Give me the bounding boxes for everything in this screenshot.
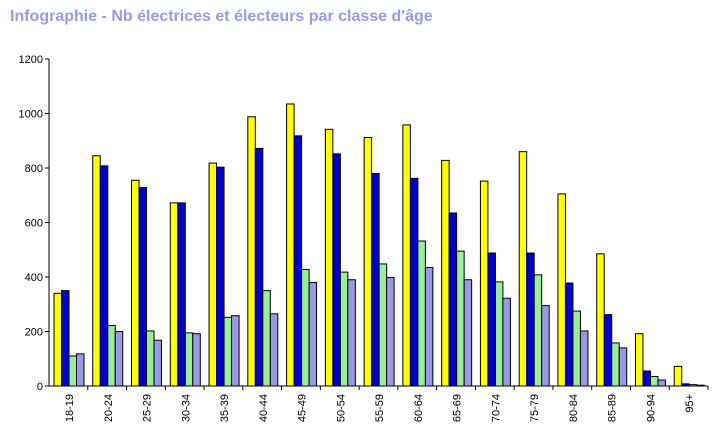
bar-65-69-series-4 (463, 279, 473, 387)
bar-55-59-series-4 (386, 277, 395, 387)
x-tick-label-40-44: 40-44 (258, 394, 270, 422)
bar-20-24-series-1 (92, 155, 101, 387)
bar-80-84-series-4 (579, 330, 589, 387)
bar-90-94-series-1 (634, 333, 644, 387)
bar-20-24-series-4 (114, 331, 124, 387)
bar-90-94-series-2 (642, 370, 651, 387)
bar-50-54-series-1 (324, 128, 334, 387)
y-tick-label-400: 400 (25, 272, 43, 284)
x-tick-label-65-69: 65-69 (452, 394, 464, 422)
y-tick-label-800: 800 (25, 163, 43, 175)
x-tick-label-95+: 95+ (684, 394, 696, 413)
x-tick-label-90-94: 90-94 (645, 394, 657, 422)
bar-18-19-series-4 (76, 353, 85, 387)
bar-70-74-series-4 (502, 297, 511, 387)
y-tick-label-1000: 1000 (19, 109, 43, 121)
chart-title: Infographie - Nb électrices et électeurs… (10, 8, 433, 25)
bar-80-84-series-1 (557, 193, 566, 387)
bar-65-69-series-3 (456, 250, 465, 387)
x-tick-label-20-24: 20-24 (103, 394, 115, 422)
bar-45-49-series-3 (301, 268, 310, 387)
x-tick-label-30-34: 30-34 (180, 394, 192, 422)
bar-30-34-series-2 (177, 202, 186, 387)
bar-18-19-series-1 (53, 292, 62, 387)
bar-80-84-series-3 (572, 310, 581, 387)
bar-50-54-series-4 (347, 279, 356, 387)
bar-90-94-series-4 (657, 379, 666, 387)
bar-40-44-series-2 (254, 147, 264, 387)
bar-50-54-series-3 (339, 271, 349, 387)
bar-75-79-series-1 (518, 151, 528, 387)
x-tick-label-50-54: 50-54 (335, 394, 347, 422)
axes-group: 0 200 400 600 800 1000 1200 18-19 20-24 25-29 30-3… (19, 54, 709, 422)
bar-25-29-series-4 (153, 339, 163, 387)
x-tick-label-45-49: 45-49 (297, 394, 309, 422)
bar-65-69-series-2 (448, 212, 458, 387)
bar-85-89-series-2 (603, 314, 613, 387)
bar-75-79-series-2 (526, 252, 535, 387)
x-tick-label-55-59: 55-59 (374, 394, 386, 422)
bar-65-69-series-1 (441, 159, 450, 387)
bar-55-59-series-2 (371, 172, 380, 387)
x-tick-label-85-89: 85-89 (607, 394, 619, 422)
bar-75-79-series-3 (533, 274, 543, 387)
y-tick-label-0: 0 (37, 381, 43, 393)
bar-45-49-series-1 (286, 103, 295, 387)
bar-20-24-series-3 (107, 325, 116, 387)
y-tick-label-600: 600 (25, 218, 43, 230)
bar-60-64-series-4 (424, 266, 434, 387)
x-tick-label-35-39: 35-39 (219, 394, 231, 422)
bar-85-89-series-3 (611, 342, 620, 387)
x-tick-label-70-74: 70-74 (490, 394, 502, 422)
bar-45-49-series-2 (293, 135, 303, 387)
x-tick-label-25-29: 25-29 (142, 394, 154, 422)
x-tick-label-60-64: 60-64 (413, 394, 425, 422)
bar-25-29-series-3 (146, 330, 155, 387)
bar-90-94-series-3 (649, 375, 659, 387)
bar-30-34-series-4 (192, 333, 201, 387)
bar-40-44-series-3 (262, 290, 271, 387)
bar-35-39-series-2 (216, 166, 225, 387)
bars-group (53, 103, 705, 387)
bar-18-19-series-3 (68, 355, 77, 387)
bar-25-29-series-1 (131, 179, 140, 387)
bar-30-34-series-1 (169, 202, 179, 387)
bar-35-39-series-3 (223, 316, 233, 387)
bar-70-74-series-1 (479, 180, 489, 387)
bar-55-59-series-1 (363, 136, 373, 387)
y-tick-label-1200: 1200 (19, 54, 43, 66)
bar-95+-series-1 (673, 365, 683, 387)
bar-30-34-series-3 (184, 332, 194, 387)
bar-18-19-series-2 (61, 290, 70, 387)
bar-45-49-series-4 (308, 281, 318, 387)
bar-70-74-series-3 (494, 281, 504, 387)
bar-80-84-series-2 (564, 282, 574, 387)
bar-75-79-series-4 (541, 305, 550, 387)
bar-40-44-series-1 (247, 116, 256, 387)
x-tick-label-80-84: 80-84 (568, 394, 580, 422)
bar-35-39-series-4 (231, 315, 240, 387)
bar-85-89-series-1 (596, 253, 605, 387)
x-tick-label-75-79: 75-79 (529, 394, 541, 422)
bar-20-24-series-2 (99, 165, 109, 387)
y-tick-label-200: 200 (25, 327, 43, 339)
bar-40-44-series-4 (269, 313, 279, 387)
bar-70-74-series-2 (487, 252, 496, 387)
bar-55-59-series-3 (378, 263, 388, 387)
bar-60-64-series-1 (402, 124, 411, 387)
bar-50-54-series-2 (332, 153, 341, 387)
bar-85-89-series-4 (618, 347, 628, 387)
bar-25-29-series-2 (138, 187, 148, 387)
bar-35-39-series-1 (208, 162, 218, 387)
bar-60-64-series-2 (409, 177, 419, 387)
bar-60-64-series-3 (417, 240, 426, 387)
x-tick-label-18-19: 18-19 (64, 394, 76, 422)
